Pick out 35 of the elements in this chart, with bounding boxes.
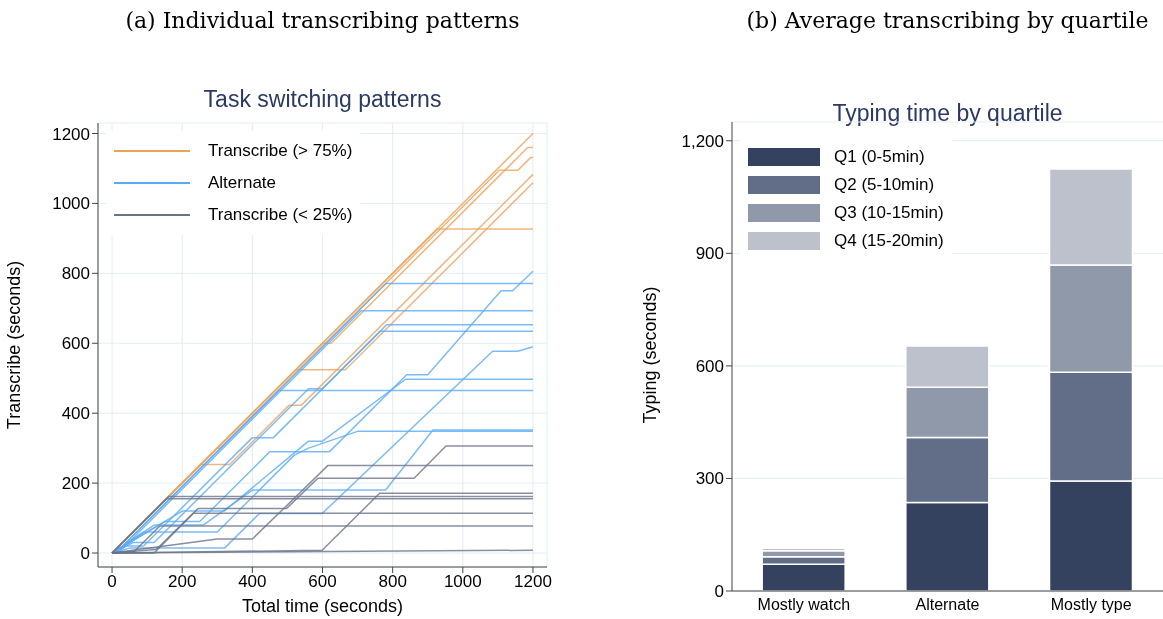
chart-title: Typing time by quartile (831, 100, 1064, 127)
legend-label: Transcribe (< 25%) (208, 205, 353, 225)
legend-label: Transcribe (> 75%) (208, 141, 353, 161)
y-tick-label: 1200 (52, 124, 90, 144)
x-tick-label: Mostly type (1050, 596, 1132, 614)
x-tick-label: 800 (378, 572, 407, 592)
y-tick-label: 800 (61, 264, 90, 284)
y-tick-label: 600 (61, 334, 90, 354)
x-tick-label: 200 (168, 572, 197, 592)
y-tick-label: 1000 (52, 194, 90, 214)
x-tick-label: 400 (238, 572, 267, 592)
legend-label: Alternate (208, 173, 277, 193)
x-tick-label: 1000 (443, 572, 482, 592)
text: (b) Average transcribing by quartile (745, 8, 1150, 33)
x-tick-label: Alternate (915, 596, 980, 614)
legend-label: Q2 (5-10min) (834, 175, 935, 195)
legend-label: Q1 (0-5min) (834, 147, 925, 167)
y-axis-title: Transcribe (seconds) (3, 260, 25, 430)
x-tick-label: Mostly watch (757, 596, 851, 614)
legend-label: Q4 (15-20min) (834, 231, 944, 251)
y-tick-label: 300 (695, 469, 724, 489)
y-tick-label: 900 (695, 244, 724, 264)
chart-title: Task switching patterns (202, 86, 443, 113)
x-tick-label: 0 (107, 572, 117, 592)
legend-label: Q3 (10-15min) (834, 203, 944, 223)
y-tick-label: 1,200 (681, 131, 724, 151)
y-tick-label: 0 (80, 544, 90, 564)
y-tick-label: 200 (61, 474, 90, 494)
y-tick-label: 600 (695, 356, 724, 376)
x-tick-label: 600 (308, 572, 337, 592)
x-tick-label: 1200 (514, 572, 552, 592)
y-tick-label: 400 (61, 404, 90, 424)
x-axis-title: Total time (seconds) (240, 596, 405, 617)
text: (a) Individual transcribing patterns (124, 8, 521, 33)
y-axis-title: Typing (seconds) (639, 286, 661, 424)
